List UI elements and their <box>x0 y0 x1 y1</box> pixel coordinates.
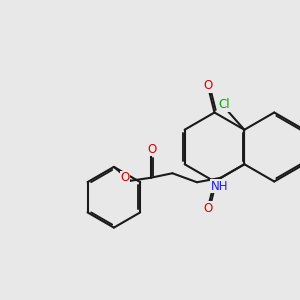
Text: O: O <box>203 79 212 92</box>
Text: Cl: Cl <box>218 98 230 111</box>
Text: O: O <box>120 171 130 184</box>
Text: O: O <box>148 143 157 156</box>
Text: NH: NH <box>211 180 228 193</box>
Text: O: O <box>203 202 212 215</box>
